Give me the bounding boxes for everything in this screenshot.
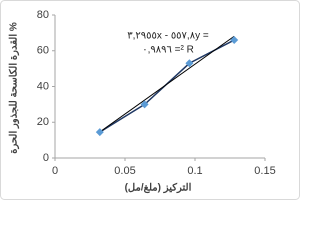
chart: التركيز (ملغ/مل) القدرة الكاسحة للجذور ا… [0, 0, 300, 200]
page: {"chart_data": {"type": "scatter", "x_la… [0, 0, 300, 200]
x-tick-label: 0 [52, 165, 58, 177]
x-tick-label: 0.15 [254, 165, 275, 177]
data-point [140, 100, 149, 109]
y-tick-label: 80 [37, 9, 49, 21]
y-tick-label: 60 [37, 45, 49, 57]
data-point [95, 128, 104, 137]
x-tick-label: 0.05 [114, 165, 135, 177]
y-tick-label: 40 [37, 80, 49, 92]
trendline [99, 35, 235, 133]
y-axis-label: القدرة الكاسحة للجذور الحرة % [9, 22, 20, 154]
x-axis-label: التركيز (ملغ/مل) [125, 183, 192, 194]
y-tick-label: 20 [37, 116, 49, 128]
data-point [185, 59, 194, 68]
annotation: ٣,٢٩٥٥x - ٥٥٧,٨y = [127, 31, 209, 42]
y-tick-label: 0 [43, 152, 49, 164]
data-point [230, 36, 239, 45]
annotation: ٠,٩٨٩٦ =² R [142, 45, 194, 56]
x-tick-label: 0.1 [187, 165, 202, 177]
